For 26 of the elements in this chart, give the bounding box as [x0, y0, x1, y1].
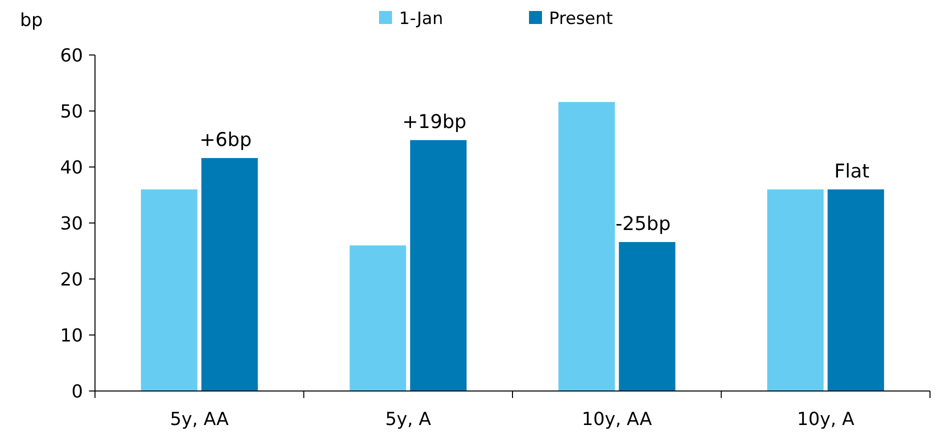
y-tick-label: 0 — [72, 381, 83, 402]
bar — [350, 245, 406, 391]
annotation: Flat — [834, 160, 870, 182]
y-axis-title: bp — [20, 10, 43, 31]
y-tick-label: 10 — [60, 325, 83, 346]
y-tick-label: 20 — [60, 269, 83, 290]
y-tick-label: 30 — [60, 213, 83, 234]
legend-label: 1-Jan — [399, 8, 444, 29]
y-tick-label: 40 — [60, 157, 83, 178]
legend-label: Present — [549, 8, 614, 29]
x-tick-label: 5y, AA — [170, 409, 230, 430]
bar — [558, 102, 615, 391]
y-tick-label: 50 — [60, 101, 83, 122]
annotation: +19bp — [402, 111, 466, 134]
x-tick-label: 10y, A — [796, 409, 855, 430]
bar — [201, 158, 258, 391]
bar — [828, 189, 884, 391]
annotation: -25bp — [616, 213, 671, 236]
bar — [767, 189, 824, 391]
x-tick-label: 5y, A — [385, 409, 432, 430]
bar — [140, 189, 198, 391]
y-tick-label: 60 — [60, 45, 83, 66]
bar — [410, 140, 467, 391]
x-tick-label: 10y, AA — [582, 409, 653, 430]
annotation: +6bp — [200, 129, 252, 152]
bar — [618, 242, 676, 391]
